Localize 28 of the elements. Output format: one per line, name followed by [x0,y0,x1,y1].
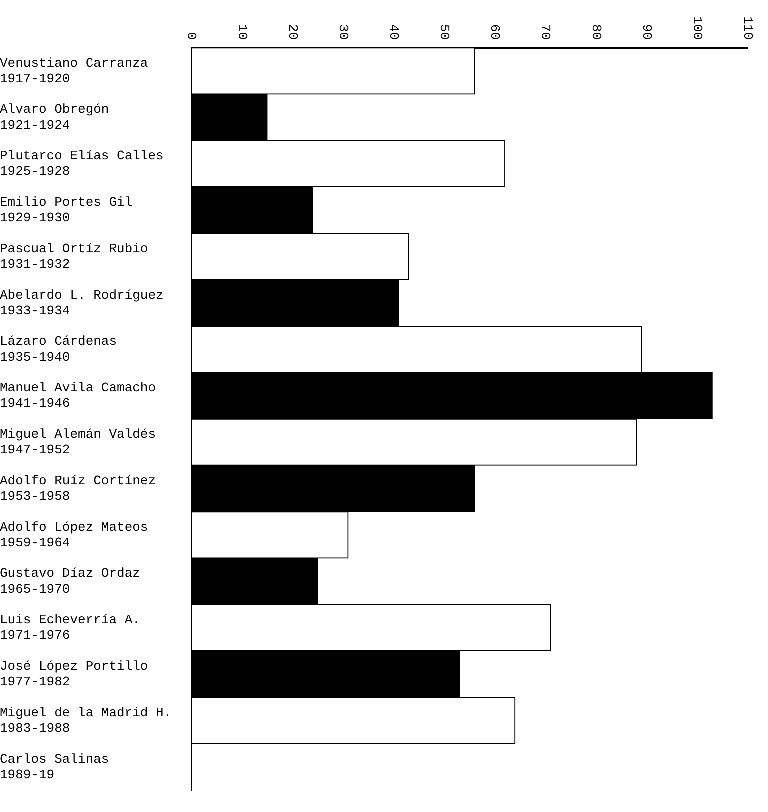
y-tick-label: Miguel Alemán Valdés 1947-1952 [0,427,156,458]
x-tick-label: 50 [437,24,452,40]
x-tick-label: 60 [488,24,503,40]
x-tick-label: 90 [639,24,654,40]
y-tick-label: Plutarco Elías Calles 1925-1928 [0,148,164,180]
y-tick-label: Adolfo Ruíz Cortínez 1953-1958 [0,473,156,504]
y-tick-label: Luis Echeverría A. 1971-1976 [0,612,140,644]
x-tick-label: 100 [690,16,705,40]
y-tick-label: Adolfo López Mateos 1959-1964 [0,520,148,550]
y-tick-label: Manuel Avila Camacho 1941-1946 [0,380,156,412]
y-tick-label: Miguel de la Madrid H. 1983-1988 [0,705,172,736]
x-tick-label: 110 [740,16,756,40]
y-tick-label: Carlos Salinas 1989-19 [0,752,110,782]
y-tick-label: Alvaro Obregón 1921-1924 [0,102,110,133]
y-tick-label: Lázaro Cárdenas 1935-1940 [0,334,118,365]
y-tick-label: Pascual Ortíz Rubio 1931-1932 [0,241,148,272]
x-tick-label: 20 [285,24,300,40]
x-tick-label: 30 [336,24,351,40]
x-tick-label: 40 [386,24,402,40]
x-tick-label: 0 [184,32,200,40]
y-tick-label: José López Portillo 1977-1982 [0,659,148,690]
y-tick-label: Gustavo Díaz Ordaz 1965-1970 [0,566,140,597]
y-tick-label: Emilio Portes Gil 1929-1930 [0,195,133,226]
y-tick-label: Venustiano Carranza 1917-1920 [0,56,148,86]
x-tick-label: 70 [538,24,554,40]
y-tick-label: Abelardo L. Rodríguez 1933-1934 [0,288,164,318]
x-tick-label: 80 [588,24,604,40]
x-tick-label: 10 [234,24,250,40]
